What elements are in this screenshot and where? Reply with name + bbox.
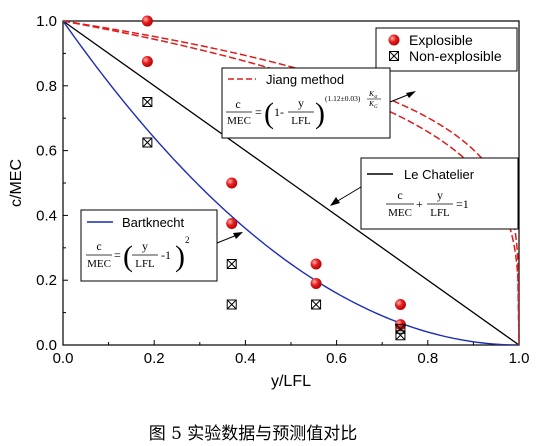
x-tick-label: 0.6: [326, 350, 347, 367]
bk-eq-y: y: [142, 239, 148, 253]
lechatelier-label: Le Chatelier: [404, 167, 475, 182]
bk-eq-tail: -1: [161, 248, 171, 262]
nonexplosible-point: [142, 97, 153, 107]
legend-box: [375, 27, 518, 72]
bk-eq-rparen: ): [175, 240, 185, 273]
figure-caption: 图 5 实验数据与预测值对比: [149, 424, 358, 444]
lc-eq-mec: MEC: [388, 207, 412, 219]
explosible-point: [141, 56, 153, 67]
lechatelier-box: [360, 157, 519, 230]
x-tick-label: 1.0: [509, 350, 530, 367]
lc-eq-y: y: [437, 188, 443, 202]
bartknecht-arrowhead: [233, 232, 243, 239]
lechatelier-arrowhead: [330, 197, 340, 206]
nonexplosible-point: [311, 299, 322, 310]
jiang-eq-mec: MEC: [227, 115, 251, 127]
legend: Explosible Non-explosible: [375, 27, 518, 72]
bk-eq-exponent: 2: [185, 235, 190, 245]
y-axis-label: c/MEC: [8, 159, 25, 207]
x-tick-label: 0.2: [144, 350, 165, 367]
lc-eq-equals: =1: [456, 197, 469, 211]
explosible-point: [310, 277, 322, 289]
y-tick-label: 1.0: [36, 13, 57, 30]
x-tick-label: 0.4: [235, 350, 256, 367]
explosible-point: [394, 299, 406, 310]
jiang-eq-c: c: [235, 97, 240, 111]
y-tick-label: 0.0: [36, 337, 57, 354]
bk-eq-lparen: (: [123, 240, 133, 273]
jiang-eq-lfl: LFL: [291, 115, 311, 127]
lechatelier-line: [63, 21, 519, 345]
y-tick-label: 0.8: [36, 78, 57, 95]
jiang-eq-y: y: [298, 96, 304, 110]
legend-nonexplosible-label: Non-explosible: [409, 48, 502, 64]
nonexplosible-point: [142, 137, 153, 148]
explosible-point: [226, 218, 238, 229]
y-tick-label: 0.4: [36, 207, 57, 224]
bk-eq-lfl: LFL: [135, 258, 155, 270]
jiang-eq-kg: KG: [368, 99, 378, 110]
jiang-label: Jiang method: [266, 72, 344, 87]
jiang-eq-rparen: ): [315, 97, 325, 130]
nonexplosible-point: [395, 330, 406, 341]
x-tick-label: 0.8: [417, 350, 438, 367]
legend-nonexplosible-marker: [389, 51, 399, 61]
jiang-arrow: [389, 93, 411, 103]
bk-eq-equals: =: [114, 248, 121, 262]
jiang-eq-equals: =: [255, 105, 262, 119]
jiang-line-upper: [63, 21, 519, 345]
jiang-arrowhead: [406, 91, 416, 98]
lc-eq-plus: +: [416, 197, 423, 211]
jiang-eq-lparen: (: [264, 97, 274, 130]
lechatelier-arrow: [335, 186, 362, 203]
lc-eq-lfl: LFL: [430, 207, 450, 219]
jiang-eq-lead: 1-: [274, 105, 284, 119]
legend-explosible-label: Explosible: [409, 32, 473, 48]
bartknecht-arrow: [216, 234, 238, 244]
x-axis-label: y/LFL: [271, 373, 311, 390]
explosible-point: [226, 177, 238, 189]
bk-eq-mec: MEC: [87, 258, 111, 270]
axis-ticks: 0.0 0.2 0.4 0.6 0.8 1.0 0.0 0.2 0.4 0.6 0.8 1.0: [36, 13, 529, 367]
lechatelier-annotation: Le Chatelier c MEC + y LFL =1: [360, 157, 519, 230]
explosible-point: [141, 15, 153, 27]
bk-eq-c: c: [96, 239, 101, 253]
markers: [141, 15, 406, 341]
jiang-eq-kst: Kst: [368, 89, 378, 100]
bartknecht-label: Bartknecht: [122, 215, 185, 230]
explosible-point: [310, 258, 322, 270]
y-tick-label: 0.6: [36, 143, 57, 160]
nonexplosible-point: [226, 299, 237, 310]
bartknecht-annotation: Bartknecht c MEC = ( y LFL -1 ) 2: [80, 209, 218, 282]
legend-explosible-marker: [388, 34, 400, 46]
nonexplosible-point: [226, 259, 237, 269]
bartknecht-line: [63, 21, 519, 345]
y-tick-label: 0.2: [36, 272, 57, 289]
lc-eq-c: c: [397, 188, 402, 202]
jiang-annotation: Jiang method c MEC = ( 1- y LFL ) (1.12±…: [221, 67, 391, 139]
jiang-eq-exponent: (1.12±0.03): [325, 94, 361, 103]
x-tick-label: 0.0: [53, 350, 74, 367]
